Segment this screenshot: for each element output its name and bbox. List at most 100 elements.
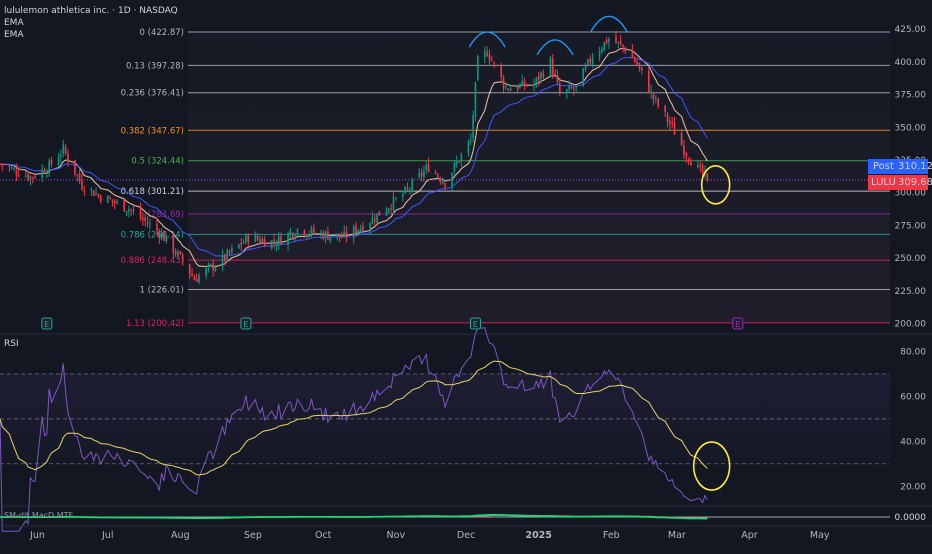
- candle[interactable]: [1, 163, 4, 166]
- candle[interactable]: [441, 181, 444, 184]
- candle[interactable]: [355, 225, 357, 234]
- candle[interactable]: [327, 231, 329, 240]
- candle[interactable]: [57, 157, 60, 166]
- candle[interactable]: [378, 211, 381, 216]
- candle[interactable]: [179, 251, 182, 255]
- candle[interactable]: [329, 236, 332, 241]
- candle[interactable]: [174, 251, 177, 255]
- candle[interactable]: [123, 199, 125, 212]
- candle[interactable]: [423, 171, 425, 177]
- candle[interactable]: [188, 264, 191, 275]
- candle[interactable]: [404, 187, 407, 193]
- candle[interactable]: [369, 223, 371, 230]
- candle[interactable]: [83, 190, 86, 192]
- candle[interactable]: [647, 71, 650, 94]
- candle[interactable]: [680, 133, 683, 146]
- candle[interactable]: [228, 250, 231, 254]
- candle[interactable]: [305, 235, 308, 237]
- candle[interactable]: [50, 159, 53, 165]
- candle[interactable]: [519, 84, 521, 89]
- earnings-marker[interactable]: E: [732, 317, 744, 330]
- candle[interactable]: [277, 235, 280, 244]
- candle[interactable]: [242, 241, 245, 244]
- candle[interactable]: [390, 208, 392, 210]
- candle[interactable]: [488, 54, 491, 61]
- earnings-marker[interactable]: E: [469, 317, 481, 330]
- candle[interactable]: [275, 244, 278, 246]
- candle[interactable]: [467, 141, 470, 153]
- candle[interactable]: [572, 88, 575, 90]
- candle[interactable]: [455, 161, 458, 165]
- candle[interactable]: [270, 240, 273, 248]
- candle[interactable]: [78, 173, 81, 181]
- candle[interactable]: [209, 264, 212, 266]
- candle[interactable]: [280, 236, 282, 245]
- candle[interactable]: [657, 98, 659, 107]
- candle[interactable]: [523, 81, 526, 87]
- candle[interactable]: [491, 60, 493, 62]
- candle[interactable]: [664, 105, 666, 112]
- candle[interactable]: [191, 274, 193, 277]
- candle[interactable]: [0, 163, 1, 165]
- candle[interactable]: [289, 232, 292, 235]
- candle[interactable]: [685, 153, 688, 158]
- candle[interactable]: [687, 158, 690, 162]
- candle[interactable]: [64, 146, 67, 154]
- candle[interactable]: [509, 88, 512, 92]
- candle[interactable]: [156, 223, 158, 231]
- candle[interactable]: [198, 275, 200, 283]
- candle[interactable]: [245, 234, 247, 243]
- candle[interactable]: [343, 231, 346, 237]
- candle[interactable]: [624, 47, 627, 53]
- candle[interactable]: [207, 264, 210, 267]
- candle[interactable]: [324, 231, 327, 239]
- candle[interactable]: [205, 268, 207, 276]
- candle[interactable]: [46, 173, 48, 175]
- candle[interactable]: [139, 208, 142, 219]
- rsi-panel-title[interactable]: RSI: [4, 339, 19, 349]
- candle[interactable]: [24, 175, 27, 177]
- candle[interactable]: [310, 227, 313, 234]
- candle[interactable]: [589, 58, 592, 63]
- candle[interactable]: [247, 235, 250, 243]
- candle[interactable]: [43, 170, 46, 174]
- candle[interactable]: [411, 179, 414, 191]
- candle[interactable]: [587, 59, 589, 65]
- candle[interactable]: [558, 83, 561, 94]
- candle[interactable]: [74, 159, 76, 175]
- candle[interactable]: [622, 44, 624, 48]
- candle[interactable]: [640, 67, 643, 71]
- candle[interactable]: [308, 233, 310, 235]
- candle[interactable]: [387, 208, 390, 211]
- candle[interactable]: [469, 139, 472, 141]
- candle[interactable]: [605, 39, 608, 44]
- candle[interactable]: [666, 113, 669, 122]
- candle[interactable]: [591, 57, 594, 65]
- earnings-marker[interactable]: E: [41, 317, 53, 330]
- earnings-marker[interactable]: E: [240, 317, 252, 330]
- candle[interactable]: [144, 217, 147, 221]
- candle[interactable]: [636, 61, 638, 65]
- candle[interactable]: [359, 227, 362, 232]
- candle[interactable]: [500, 64, 503, 77]
- candle[interactable]: [502, 77, 505, 88]
- candle[interactable]: [261, 238, 264, 242]
- candle[interactable]: [81, 179, 83, 190]
- candle[interactable]: [392, 196, 395, 211]
- candle[interactable]: [542, 73, 545, 77]
- candle[interactable]: [160, 232, 163, 240]
- candle[interactable]: [13, 167, 15, 169]
- candle[interactable]: [221, 254, 224, 267]
- candle[interactable]: [371, 217, 374, 224]
- candle[interactable]: [214, 267, 217, 271]
- candle[interactable]: [549, 57, 552, 77]
- candle[interactable]: [598, 51, 601, 58]
- candle[interactable]: [540, 72, 542, 79]
- candle[interactable]: [631, 50, 634, 59]
- candle[interactable]: [619, 40, 622, 44]
- candle[interactable]: [406, 187, 409, 189]
- candle[interactable]: [362, 225, 364, 231]
- candle[interactable]: [95, 193, 97, 195]
- candle[interactable]: [584, 65, 587, 71]
- candle[interactable]: [425, 165, 428, 171]
